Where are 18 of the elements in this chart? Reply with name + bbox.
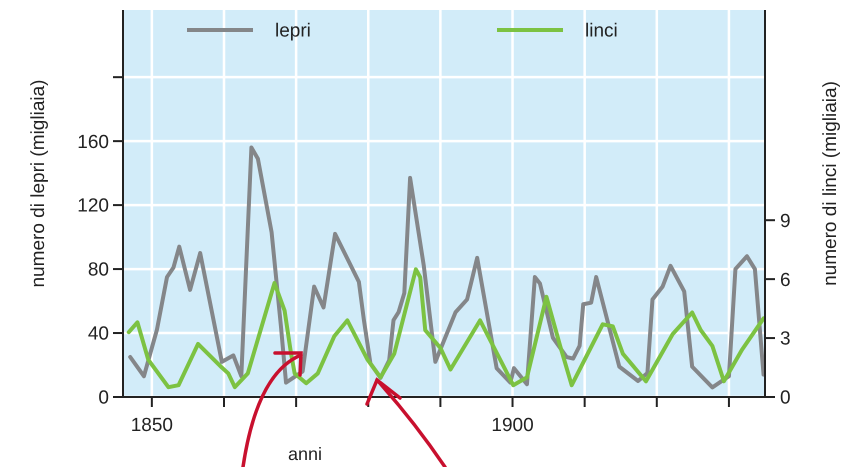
x-axis-title: anni: [288, 444, 322, 464]
y2-axis-title: numero di linci (migliaia): [820, 81, 841, 286]
y-tick-label: 160: [77, 132, 109, 153]
y2-tick-label: 0: [780, 388, 791, 409]
x-tick-label: 1900: [491, 415, 534, 436]
y-tick-label: 0: [98, 388, 109, 409]
line-series: [126, 267, 766, 390]
y-tick-label: 40: [88, 324, 109, 345]
y2-tick-label: 3: [780, 328, 791, 350]
y2-tick-label: 6: [780, 270, 791, 291]
y-tick-label: 120: [77, 196, 109, 217]
x-tick-label: 1850: [130, 415, 173, 436]
line-series: [128, 146, 766, 390]
legend-label: lepri: [275, 20, 311, 42]
y-tick-label: 80: [88, 260, 109, 281]
y-axis-title: numero di lepri (migliaia): [28, 79, 49, 288]
y2-tick-label: 9: [780, 210, 791, 232]
legend-label: linci: [585, 20, 618, 42]
